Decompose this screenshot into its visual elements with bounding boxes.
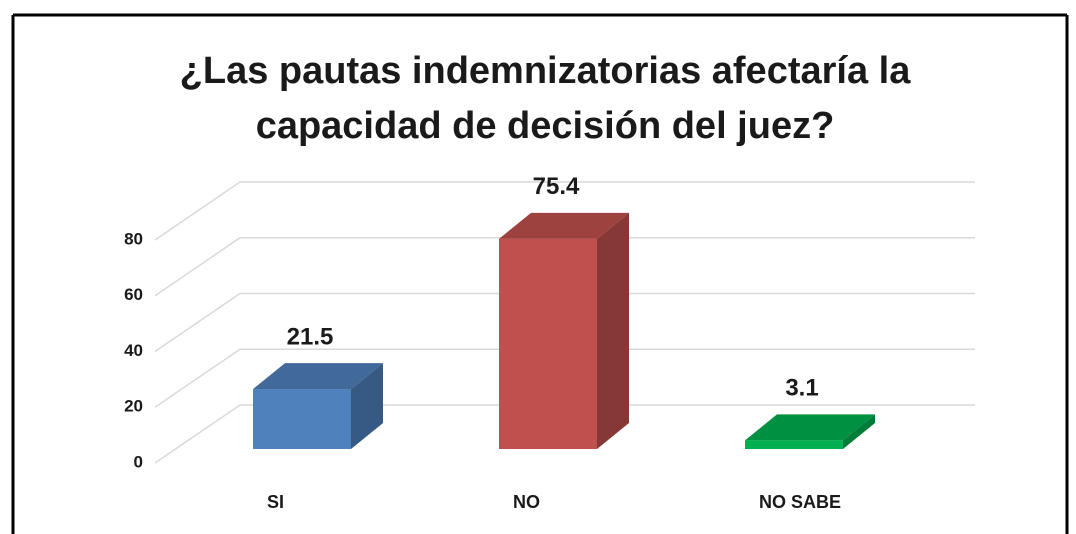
grid-line (154, 348, 975, 408)
value-label: 21.5 (287, 323, 334, 350)
bar-side (597, 212, 629, 449)
bar-side (351, 363, 383, 449)
grid-line (154, 237, 975, 297)
chart-title: ¿Las pautas indemnizatorias afectaría la (180, 50, 912, 92)
value-label: 75.4 (533, 173, 580, 200)
bar (499, 238, 597, 449)
grid-line (154, 404, 975, 464)
y-tick-label: 20 (124, 397, 143, 416)
value-label: 3.1 (785, 375, 818, 402)
chart-title: capacidad de decisión del juez? (256, 105, 835, 147)
y-tick-label: 40 (124, 341, 143, 360)
bar (745, 440, 843, 449)
x-tick-label: NO SABE (759, 492, 841, 512)
bar-top (745, 414, 875, 441)
y-tick-label: 80 (124, 229, 143, 248)
grid-line (154, 181, 975, 241)
x-tick-label: NO (513, 492, 540, 512)
y-tick-label: 60 (124, 285, 143, 304)
y-tick-label: 0 (134, 452, 143, 471)
grid-line (154, 292, 975, 353)
x-tick-label: SI (267, 492, 284, 512)
bar-top (499, 212, 629, 239)
bar (253, 389, 351, 449)
bar-top (253, 363, 383, 390)
bar-side (843, 414, 875, 449)
